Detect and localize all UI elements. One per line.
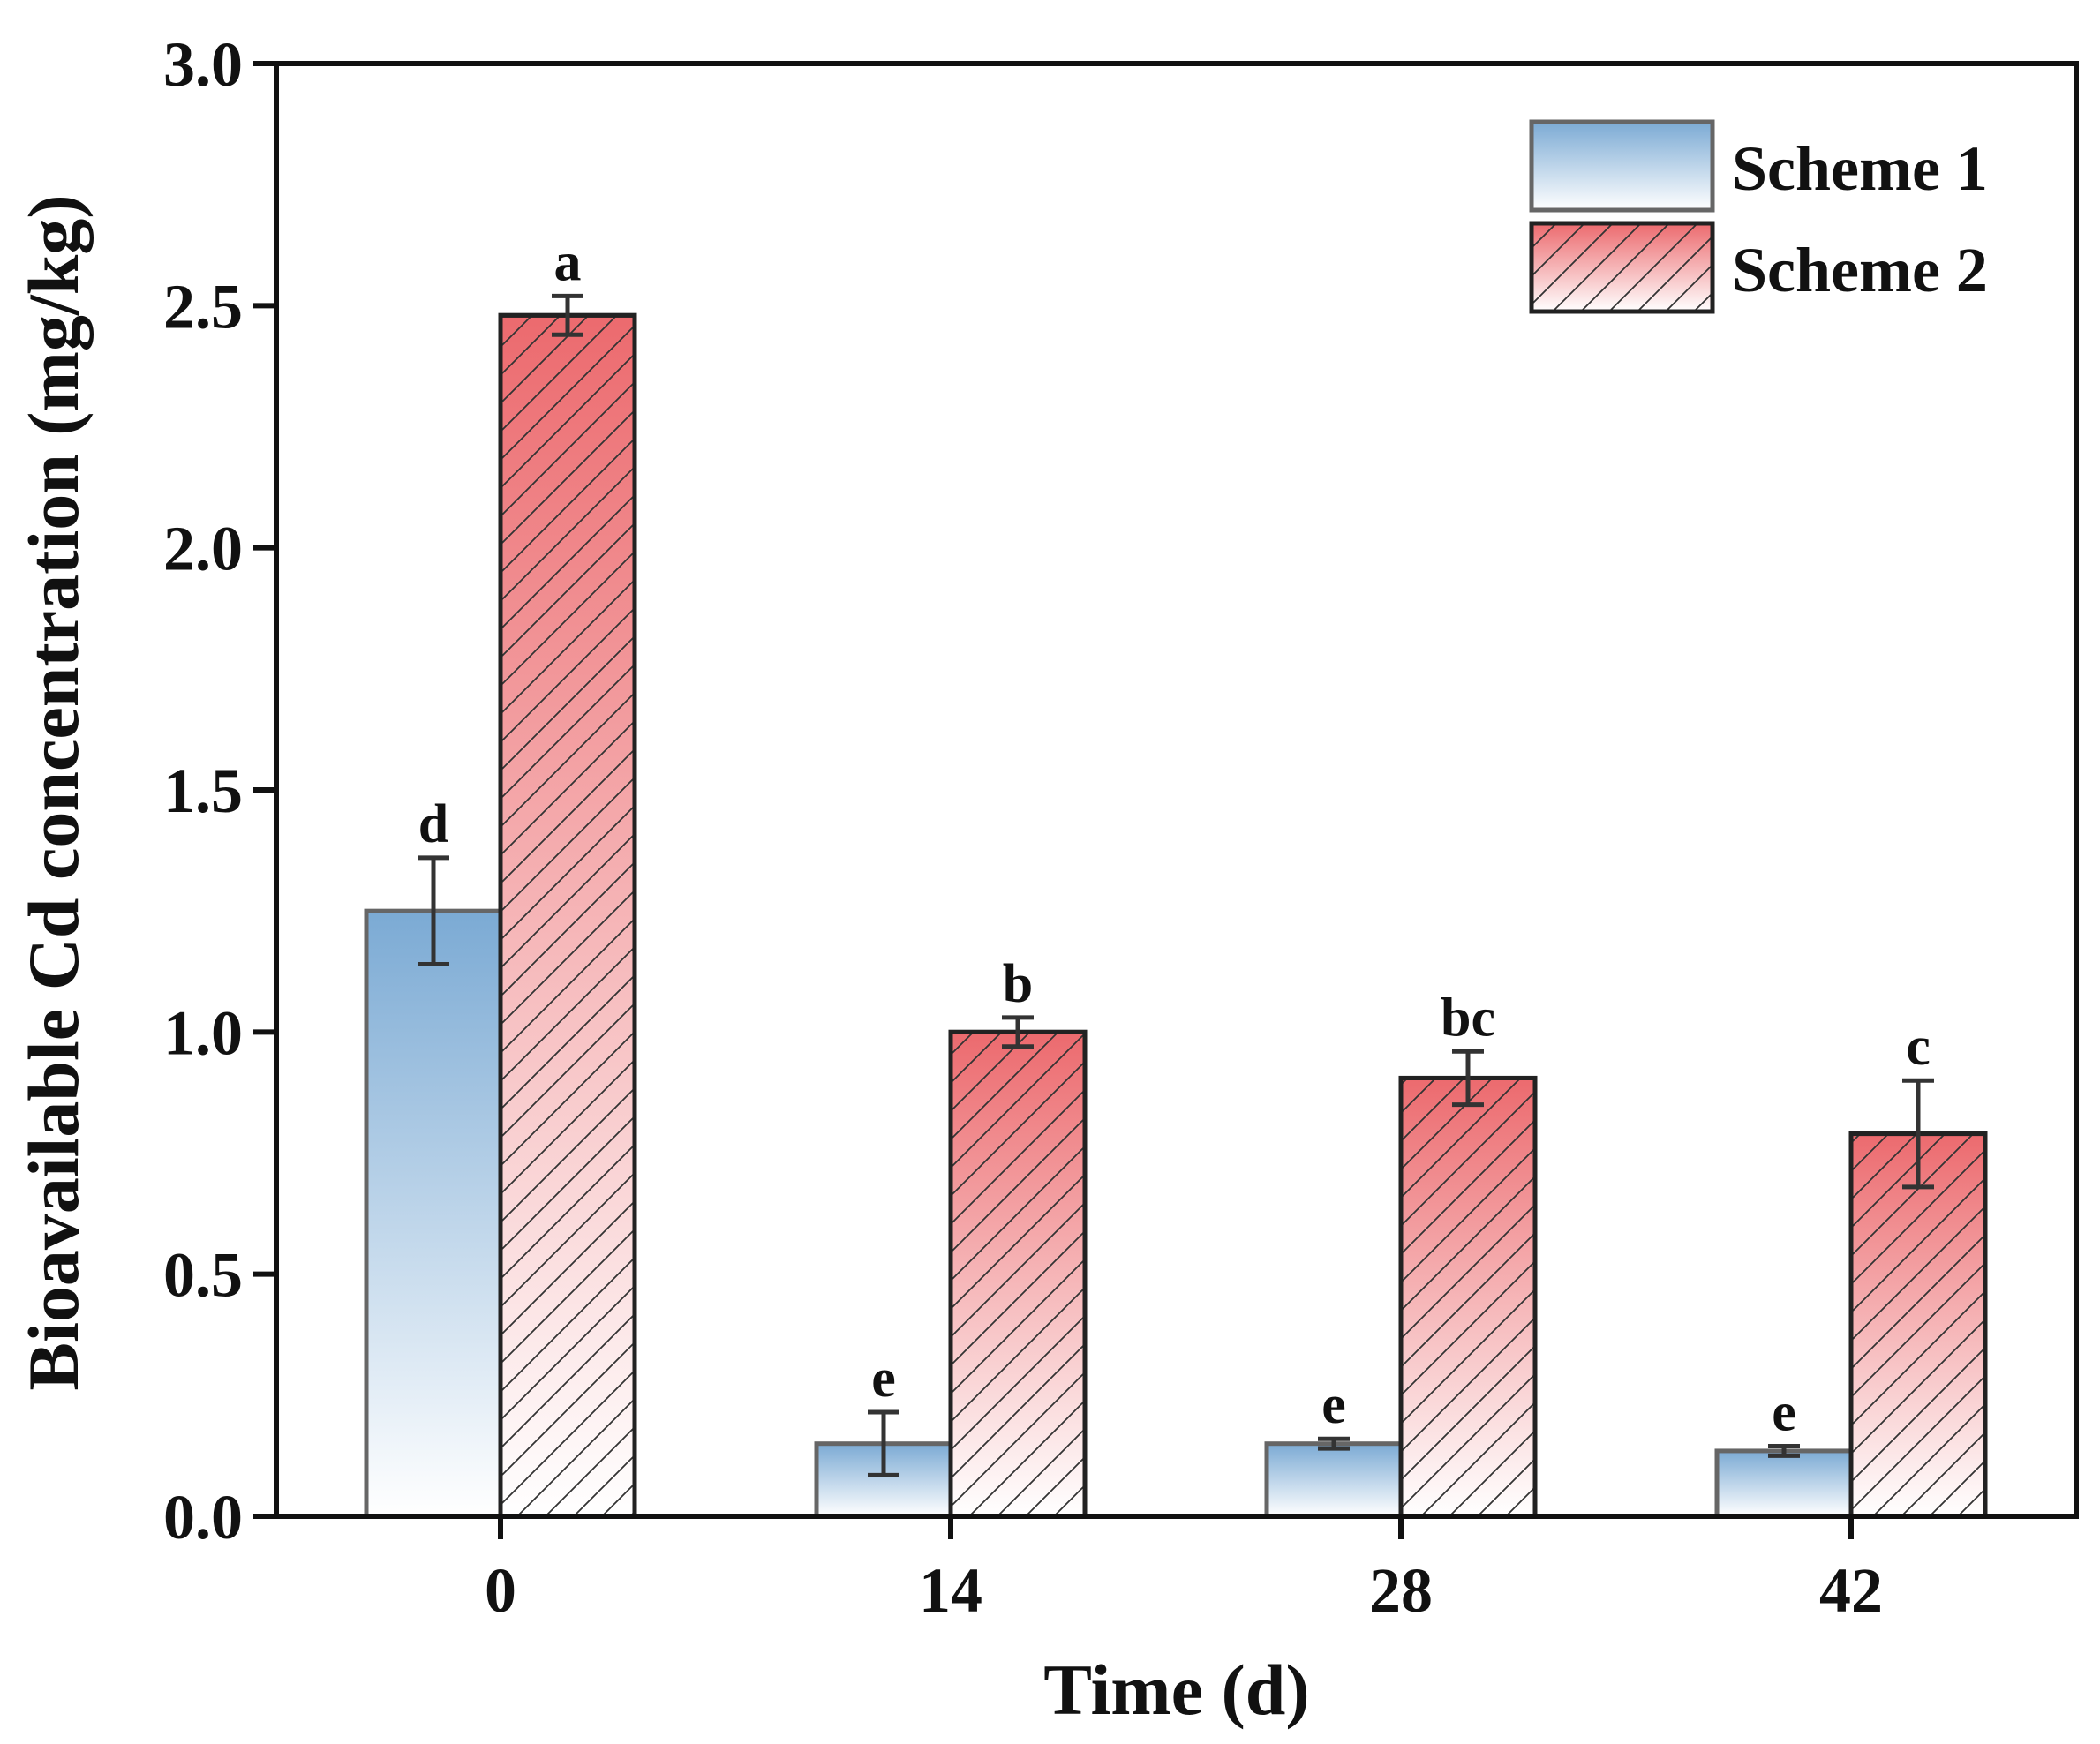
significance-label-scheme-2-day-14: b (1003, 954, 1033, 1014)
y-tick-label-1.0: 1.0 (163, 997, 243, 1068)
y-tick-label-1.5: 1.5 (163, 755, 243, 826)
x-tick-label-28: 28 (1369, 1555, 1433, 1626)
bar-scheme-1-day-0 (364, 908, 503, 1519)
error-bar-scheme-1-day-14 (868, 1409, 899, 1477)
y-axis-title: Bioavailable Cd concentration (mg/kg) (13, 194, 94, 1390)
legend-label-scheme-1: Scheme 1 (1732, 133, 1988, 204)
x-tick-label-14: 14 (919, 1555, 982, 1626)
legend-label-scheme-2: Scheme 2 (1732, 235, 1988, 305)
bar-hatch-scheme-2-day-0 (498, 312, 637, 1519)
error-bar-scheme-2-day-14 (1002, 1015, 1034, 1049)
significance-label-scheme-2-day-42: c (1906, 1017, 1931, 1077)
error-bar-scheme-2-day-0 (552, 293, 583, 337)
error-bar-scheme-2-day-42 (1902, 1078, 1934, 1190)
bar-scheme-1-day-42 (1714, 1448, 1854, 1519)
y-tick-label-0.0: 0.0 (163, 1482, 243, 1552)
significance-label-scheme-1-day-28: e (1321, 1375, 1346, 1435)
bar-hatch-scheme-2-day-42 (1848, 1131, 1988, 1519)
x-tick-label-0: 0 (485, 1555, 516, 1626)
x-axis-title: Time (d) (1043, 1650, 1309, 1730)
y-tick-label-2.0: 2.0 (163, 514, 243, 584)
legend-swatch-scheme-1 (1529, 119, 1715, 213)
y-tick-label-0.5: 0.5 (163, 1240, 243, 1311)
legend-swatch-scheme-2-hatch (1529, 221, 1715, 314)
bar-hatch-scheme-2-day-28 (1398, 1075, 1538, 1519)
bar-hatch-scheme-2-day-14 (948, 1029, 1088, 1519)
bar-scheme-1-day-28 (1264, 1441, 1404, 1519)
significance-label-scheme-1-day-0: d (418, 794, 448, 854)
significance-label-scheme-1-day-42: e (1772, 1382, 1796, 1442)
plot-area: d e e e a b bc c 0.0 0.5 1.0 1.5 2.0 2.5 3.0 0 14 28 42 (163, 29, 2079, 1626)
error-bar-scheme-1-day-42 (1768, 1443, 1800, 1458)
error-bar-scheme-1-day-0 (418, 855, 449, 967)
significance-label-scheme-2-day-28: bc (1441, 988, 1495, 1048)
y-tick-label-2.5: 2.5 (163, 271, 243, 342)
error-bar-scheme-1-day-28 (1318, 1436, 1350, 1451)
error-bar-scheme-2-day-28 (1452, 1049, 1484, 1108)
y-tick-label-3.0: 3.0 (163, 29, 243, 100)
x-tick-label-42: 42 (1819, 1555, 1883, 1626)
significance-label-scheme-2-day-0: a (554, 232, 582, 292)
significance-label-scheme-1-day-14: e (871, 1349, 896, 1409)
legend: Scheme 1 Scheme 2 (1529, 119, 1988, 314)
